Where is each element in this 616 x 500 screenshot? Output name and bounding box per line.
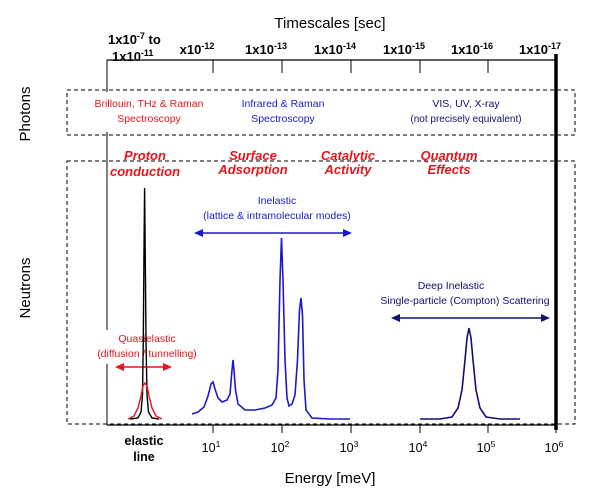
photon-label-vis-line1: VIS, UV, X-ray [432, 98, 500, 110]
top-tick-first-line1: 1x10-7 to [108, 31, 161, 47]
photon-label-brillouin-line2: Spectroscopy [117, 113, 181, 125]
phenomenon-catalytic-line2: Activity [324, 162, 373, 177]
phenomenon-quantum-line2: Effects [427, 162, 470, 177]
bottom-tick-label: 105 [477, 439, 496, 455]
phenomenon-surface-line1: Surface [229, 148, 277, 163]
neutrons-region-box [66, 160, 576, 425]
elastic-line-label-line1: elastic [125, 434, 164, 448]
inelastic-spectrum [191, 237, 350, 420]
bottom-tick-label: 103 [340, 439, 359, 455]
inelastic-label-line2: (lattice & intramolecular modes) [203, 210, 351, 222]
phenomenon-quantum-line1: Quantum [420, 148, 477, 163]
bottom-tick-label: 104 [409, 439, 428, 455]
top-tick-label: 1x10-16 [451, 41, 493, 57]
bottom-tick-label: 106 [545, 439, 564, 455]
quasielastic-broadening-peak [127, 381, 163, 420]
top-tick-label: x10-12 [180, 41, 215, 57]
phenomenon-catalytic-line1: Catalytic [321, 148, 376, 163]
top-tick-label: 1x10-17 [519, 41, 561, 57]
elastic-line-peak [129, 187, 160, 420]
bottom-tick-label: 102 [271, 439, 290, 455]
photons-region-box [66, 89, 576, 136]
bottom-axis-title: Energy [meV] [285, 470, 376, 487]
deep-inelastic-label-line2: Single-particle (Compton) Scattering [380, 295, 549, 307]
inelastic-label-line1: Inelastic [258, 195, 297, 207]
side-label-photons: Photons [17, 86, 34, 141]
deep-inelastic-peak [420, 327, 520, 420]
photon-label-infrared-line2: Spectroscopy [251, 113, 315, 125]
deep-inelastic-label-line1: Deep Inelastic [418, 280, 485, 292]
top-tick-first-line2: 1x10-11 [112, 48, 153, 64]
quasielastic-label-line1: Quasielastic [118, 333, 175, 345]
top-tick-label: 1x10-13 [245, 41, 287, 57]
top-axis-tick-labels: x10-12 1x10-13 1x10-14 1x10-15 1x10-16 1x10-1… [180, 41, 561, 57]
top-tick-label: 1x10-14 [314, 41, 356, 57]
bottom-axis-tick-labels: 101 102 103 104 105 106 [202, 439, 564, 455]
top-axis-title: Timescales [sec] [274, 15, 385, 32]
quasielastic-label-line2: (diffusion / tunnelling) [97, 348, 197, 360]
phenomenon-proton-line2: conduction [110, 164, 180, 179]
bottom-tick-label: 101 [202, 439, 221, 455]
photon-label-vis-line2: (not precisely equivalent) [410, 114, 521, 125]
elastic-line-label-line2: line [133, 450, 155, 464]
phenomenon-surface-line2: Adsorption [217, 162, 287, 177]
side-label-neutrons: Neutrons [17, 258, 34, 319]
phenomenon-proton-line1: Proton [124, 148, 166, 163]
photon-label-brillouin-line1: Brillouin, THz & Raman [95, 98, 204, 110]
photon-label-infrared-line1: Infrared & Raman [242, 98, 325, 110]
top-tick-label: 1x10-15 [383, 41, 425, 57]
